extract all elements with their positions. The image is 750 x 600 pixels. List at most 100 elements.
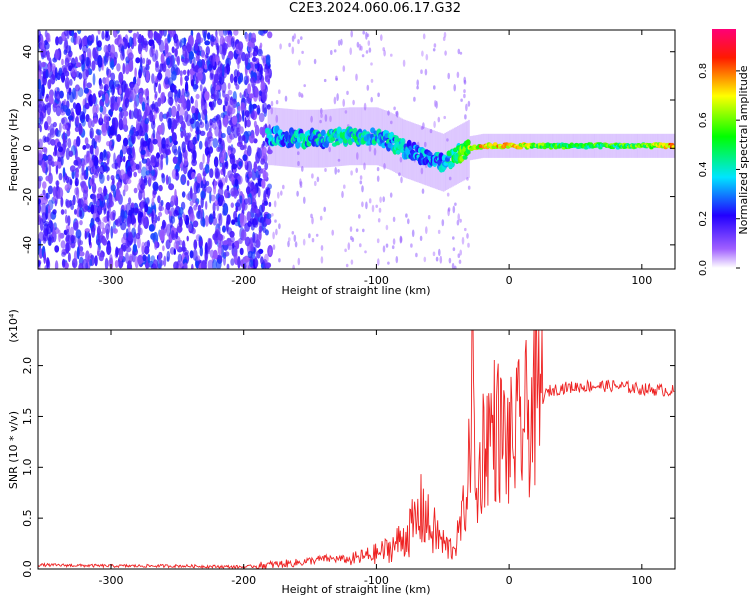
spectrogram-noise-cell	[217, 119, 220, 127]
spectrogram-noise-cell	[91, 224, 96, 238]
spectrogram-noise-cell	[161, 173, 166, 184]
spectrogram-noise-cell	[92, 192, 97, 204]
spectrogram-noise-cell	[176, 55, 180, 66]
spectrogram-noise-cell	[296, 190, 299, 197]
spectrogram-noise-cell	[229, 153, 235, 160]
spectrogram-noise-cell	[175, 196, 179, 208]
spectrogram-noise-cell	[214, 54, 218, 60]
spectrogram-noise-cell	[215, 30, 218, 38]
spectrogram-noise-cell	[200, 91, 204, 104]
spectrogram-noise-cell	[241, 202, 248, 211]
spectrogram-noise-cell	[175, 168, 179, 177]
spectrogram-noise-cell	[130, 202, 135, 208]
spectrogram-noise-cell	[242, 262, 247, 269]
spectrogram-noise-cell	[230, 187, 236, 197]
spectrogram-noise-cell	[291, 46, 295, 55]
spectrogram-noise-cell	[454, 202, 457, 206]
spectrogram-noise-cell	[184, 75, 189, 82]
spectrogram-noise-cell	[448, 257, 452, 264]
spectrogram-noise-cell	[154, 49, 159, 61]
spectrogram-noise-cell	[347, 242, 351, 251]
spectrogram-noise-cell	[258, 30, 264, 36]
spectrogram-noise-cell	[247, 221, 252, 227]
spectrogram-noise-cell	[231, 115, 238, 125]
spectrogram-noise-cell	[463, 93, 466, 99]
spectrogram-noise-cell	[157, 72, 163, 81]
spectrogram-noise-cell	[239, 72, 244, 83]
spectrogram-noise-cell	[301, 165, 304, 172]
spectrogram-noise-cell	[102, 227, 106, 235]
spectrogram-noise-cell	[42, 68, 47, 80]
spectrogram-noise-cell	[179, 70, 183, 77]
spectrogram-noise-cell	[102, 238, 108, 246]
spectrogram-noise-cell	[72, 102, 77, 109]
spectrogram-noise-cell	[192, 220, 199, 228]
colorbar-label: Normalized spectral amplitude	[737, 65, 750, 234]
spectrogram-noise-cell	[139, 227, 143, 236]
spectrogram-noise-cell	[248, 170, 253, 179]
spectrogram-x-tick-label: 100	[631, 274, 652, 287]
spectrogram-noise-cell	[133, 33, 137, 47]
spectrogram-noise-cell	[216, 66, 223, 78]
spectrogram-noise-cell	[193, 204, 198, 211]
spectrogram-noise-cell	[463, 76, 467, 84]
spectrogram-noise-cell	[124, 97, 130, 108]
spectrogram-noise-cell	[254, 124, 260, 137]
spectrogram-noise-cell	[239, 92, 242, 98]
spectrogram-noise-cell	[197, 71, 203, 81]
spectrogram-noise-cell	[356, 41, 360, 48]
spectrogram-noise-cell	[324, 114, 328, 122]
spectrogram-noise-cell	[166, 256, 169, 262]
spectrogram-noise-cell	[112, 178, 115, 186]
spectrogram-noise-cell	[261, 127, 266, 138]
spectrogram-noise-cell	[124, 88, 130, 99]
spectrogram-noise-cell	[125, 178, 132, 184]
spectrogram-x-tick-label: 0	[506, 274, 513, 287]
spectrogram-noise-cell	[116, 181, 122, 189]
spectrogram-noise-cell	[109, 44, 116, 58]
spectrogram-y-axis-label: Frequency (Hz)	[7, 109, 20, 192]
spectrogram-noise-cell	[71, 67, 78, 78]
spectrogram-x-tick-label: -200	[231, 274, 256, 287]
spectrogram-noise-cell	[323, 78, 327, 83]
spectrogram-noise-cell	[228, 50, 234, 61]
spectrogram-x-tick-label: -100	[364, 274, 389, 287]
spectrogram-noise-cell	[81, 160, 86, 169]
spectrogram-noise-cell	[158, 211, 163, 217]
spectrogram-noise-cell	[452, 236, 455, 240]
spectrogram-noise-cell	[253, 161, 258, 173]
spectrogram-noise-cell	[239, 144, 245, 151]
spectrogram-noise-cell	[122, 116, 128, 129]
spectrogram-noise-cell	[47, 208, 52, 222]
spectrogram-noise-cell	[136, 118, 140, 131]
spectrogram-noise-cell	[56, 90, 61, 102]
spectrogram-noise-cell	[128, 197, 132, 205]
spectrogram-noise-cell	[193, 239, 198, 250]
spectrogram-band-cell	[427, 151, 433, 157]
spectrogram-noise-cell	[115, 122, 118, 133]
spectrogram-noise-cell	[310, 213, 313, 219]
spectrogram-noise-cell	[349, 226, 353, 233]
spectrogram-noise-cell	[239, 247, 244, 256]
spectrogram-noise-cell	[272, 231, 275, 240]
colorbar-tick-label: 0.6	[698, 112, 709, 128]
spectrogram-noise-cell	[129, 157, 134, 167]
spectrogram-noise-cell	[443, 115, 447, 120]
spectrogram-noise-cell	[158, 184, 163, 192]
spectrogram-noise-cell	[160, 53, 165, 64]
spectrogram-noise-cell	[97, 30, 101, 35]
spectrogram-noise-cell	[112, 228, 118, 234]
spectrogram-noise-cell	[38, 35, 41, 43]
spectrogram-noise-cell	[52, 186, 57, 197]
spectrogram-noise-cell	[206, 32, 211, 40]
spectrogram-noise-cell	[153, 80, 157, 94]
spectrogram-noise-cell	[101, 30, 105, 40]
spectrogram-noise-cell	[83, 87, 89, 94]
spectrogram-noise-cell	[433, 85, 436, 90]
spectrogram-noise-cell	[362, 30, 366, 35]
spectrogram-noise-cell	[422, 122, 425, 130]
spectrogram-noise-cell	[224, 175, 228, 184]
spectrogram-noise-cell	[115, 246, 119, 258]
spectrogram-noise-cell	[42, 181, 47, 190]
spectrogram-noise-cell	[160, 158, 164, 171]
